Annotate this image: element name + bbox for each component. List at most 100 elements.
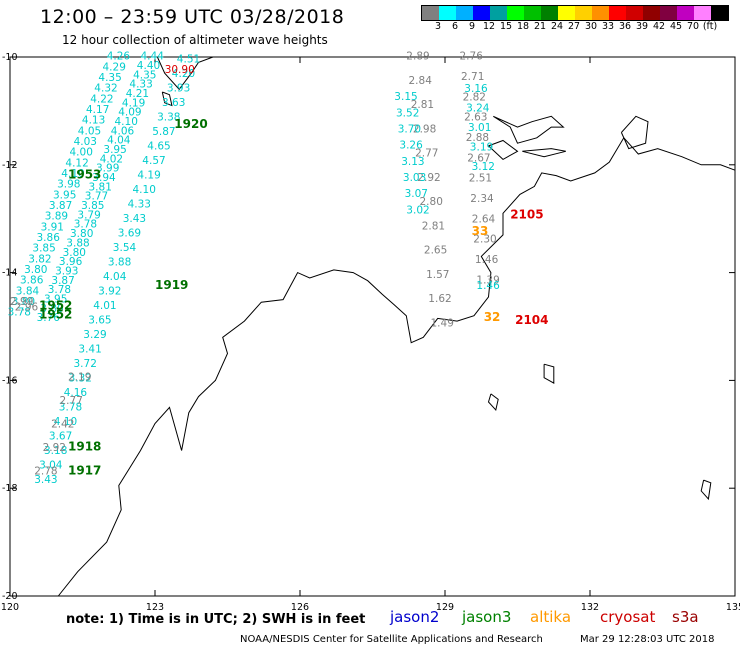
lat-label: -12 [2, 160, 18, 171]
wave-height-value: 3.15 [394, 91, 417, 103]
coast-line [700, 479, 712, 501]
wave-height-value: 3.85 [81, 200, 104, 212]
wave-height-value: 3.32 [69, 372, 92, 384]
wave-height-value: 3.80 [70, 228, 93, 240]
color-swatch [575, 6, 592, 20]
wave-height-value: 3.92 [98, 285, 121, 297]
color-swatch [473, 6, 490, 20]
wave-height-value: 3.18 [44, 445, 67, 457]
wave-height-value: 4.10 [61, 168, 84, 180]
wave-height-value: 2.81 [422, 221, 445, 233]
satellite-name-jason2: jason2 [390, 608, 440, 626]
wave-height-value: 5.87 [152, 126, 175, 138]
color-swatch [626, 6, 643, 20]
wave-height-value: 3.65 [88, 314, 111, 326]
wave-height-value: 2.92 [43, 442, 66, 454]
color-swatch [456, 6, 473, 20]
wave-height-value: 2.19 [68, 371, 91, 383]
color-swatch [439, 6, 456, 20]
wave-height-value: 3.38 [157, 111, 180, 123]
wave-height-value: 4.26 [107, 51, 131, 63]
color-swatch [507, 6, 524, 20]
wave-height-value: 4.20 [172, 68, 195, 80]
coast-line [488, 139, 519, 161]
wave-height-value: 4.29 [103, 61, 126, 73]
coast-line [522, 148, 566, 158]
wave-height-value: 3.54 [113, 242, 137, 254]
wave-height-value: 4.19 [137, 169, 160, 181]
wave-height-value: 4.04 [103, 271, 127, 283]
color-swatch [490, 6, 507, 20]
color-swatch [524, 6, 541, 20]
color-swatch [592, 6, 609, 20]
wave-height-value: 3.69 [118, 227, 141, 239]
wave-height-value: 2.71 [461, 71, 484, 83]
wave-height-value: 2.89 [406, 51, 429, 63]
wave-height-value: 1.57 [426, 269, 449, 281]
wave-height-value: 2.76 [460, 51, 484, 63]
wave-height-value: 3.77 [85, 191, 108, 203]
wave-height-value: 2.67 [467, 152, 490, 164]
wave-height-value: 3.86 [37, 232, 61, 244]
wave-height-value: 3.41 [78, 343, 101, 355]
wave-height-value: 3.76 [37, 312, 61, 324]
color-swatch [609, 6, 626, 20]
wave-height-value: 3.13 [401, 156, 424, 168]
wave-height-value: 30.90 [165, 64, 195, 76]
wave-height-value: 4.19 [122, 97, 145, 109]
wave-height-value: 4.02 [100, 153, 123, 165]
wave-height-value: 4.01 [93, 300, 116, 312]
wave-height-value: 4.09 [118, 107, 141, 119]
wave-height-value: 4.35 [133, 69, 156, 81]
wave-height-value: 3.88 [66, 237, 89, 249]
wave-height-value: 3.93 [55, 265, 78, 277]
wave-height-value: 3.80 [24, 264, 47, 276]
color-scale-bar [421, 5, 729, 21]
wave-height-value: 3.95 [44, 293, 67, 305]
wave-height-value: 3.98 [57, 179, 80, 191]
wave-height-value: 3.78 [48, 284, 71, 296]
wave-height-value: 4.05 [78, 125, 101, 137]
wave-height-value: 2.88 [466, 132, 489, 144]
wave-height-value: 3.89 [45, 211, 68, 223]
wave-height-value: 3.70 [398, 124, 421, 136]
satellite-name-altika: altika [530, 608, 572, 626]
color-scale-label: 27 [567, 21, 581, 32]
lat-label: -18 [2, 483, 18, 494]
color-scale-label: 36 [618, 21, 632, 32]
wave-height-value: 3.03 [403, 172, 426, 184]
color-scale-label: 30 [584, 21, 598, 32]
wave-height-value: 2.78 [34, 466, 57, 478]
pass-number-label: 2105 [510, 208, 543, 222]
wave-height-value: 2.99 [10, 296, 33, 308]
wave-height-value: 3.63 [162, 97, 185, 109]
wave-height-value: 2.77 [60, 395, 83, 407]
wave-height-value: 3.01 [468, 122, 491, 134]
wave-height-value: 3.99 [96, 163, 119, 175]
wave-height-value: 4.10 [54, 416, 77, 428]
pass-number-label: 1920 [174, 117, 207, 131]
color-scale-label: 18 [516, 21, 530, 32]
wave-height-value: 2.34 [470, 193, 494, 205]
color-swatch [711, 6, 728, 20]
wave-height-value: 2.30 [473, 234, 496, 246]
color-swatch [677, 6, 694, 20]
wave-height-value: 1.49 [431, 318, 454, 330]
lon-label: 120 [1, 602, 19, 613]
wave-height-value: 3.95 [53, 189, 76, 201]
wave-height-value: 3.78 [74, 219, 97, 231]
coastline [57, 56, 736, 597]
lon-label: 135 [726, 602, 740, 613]
wave-height-value: 3.96 [59, 256, 83, 268]
wave-height-value: 4.33 [129, 79, 152, 91]
wave-height-value: 3.29 [83, 329, 106, 341]
wave-height-value: 4.65 [147, 140, 170, 152]
wave-height-value: 2.92 [417, 172, 440, 184]
coast-line [57, 136, 736, 597]
wave-height-value: 4.00 [70, 147, 93, 159]
wave-height-value: 2.65 [424, 245, 447, 257]
wave-height-value: 3.16 [464, 83, 488, 95]
pass-number-label: 1952 [39, 298, 72, 312]
